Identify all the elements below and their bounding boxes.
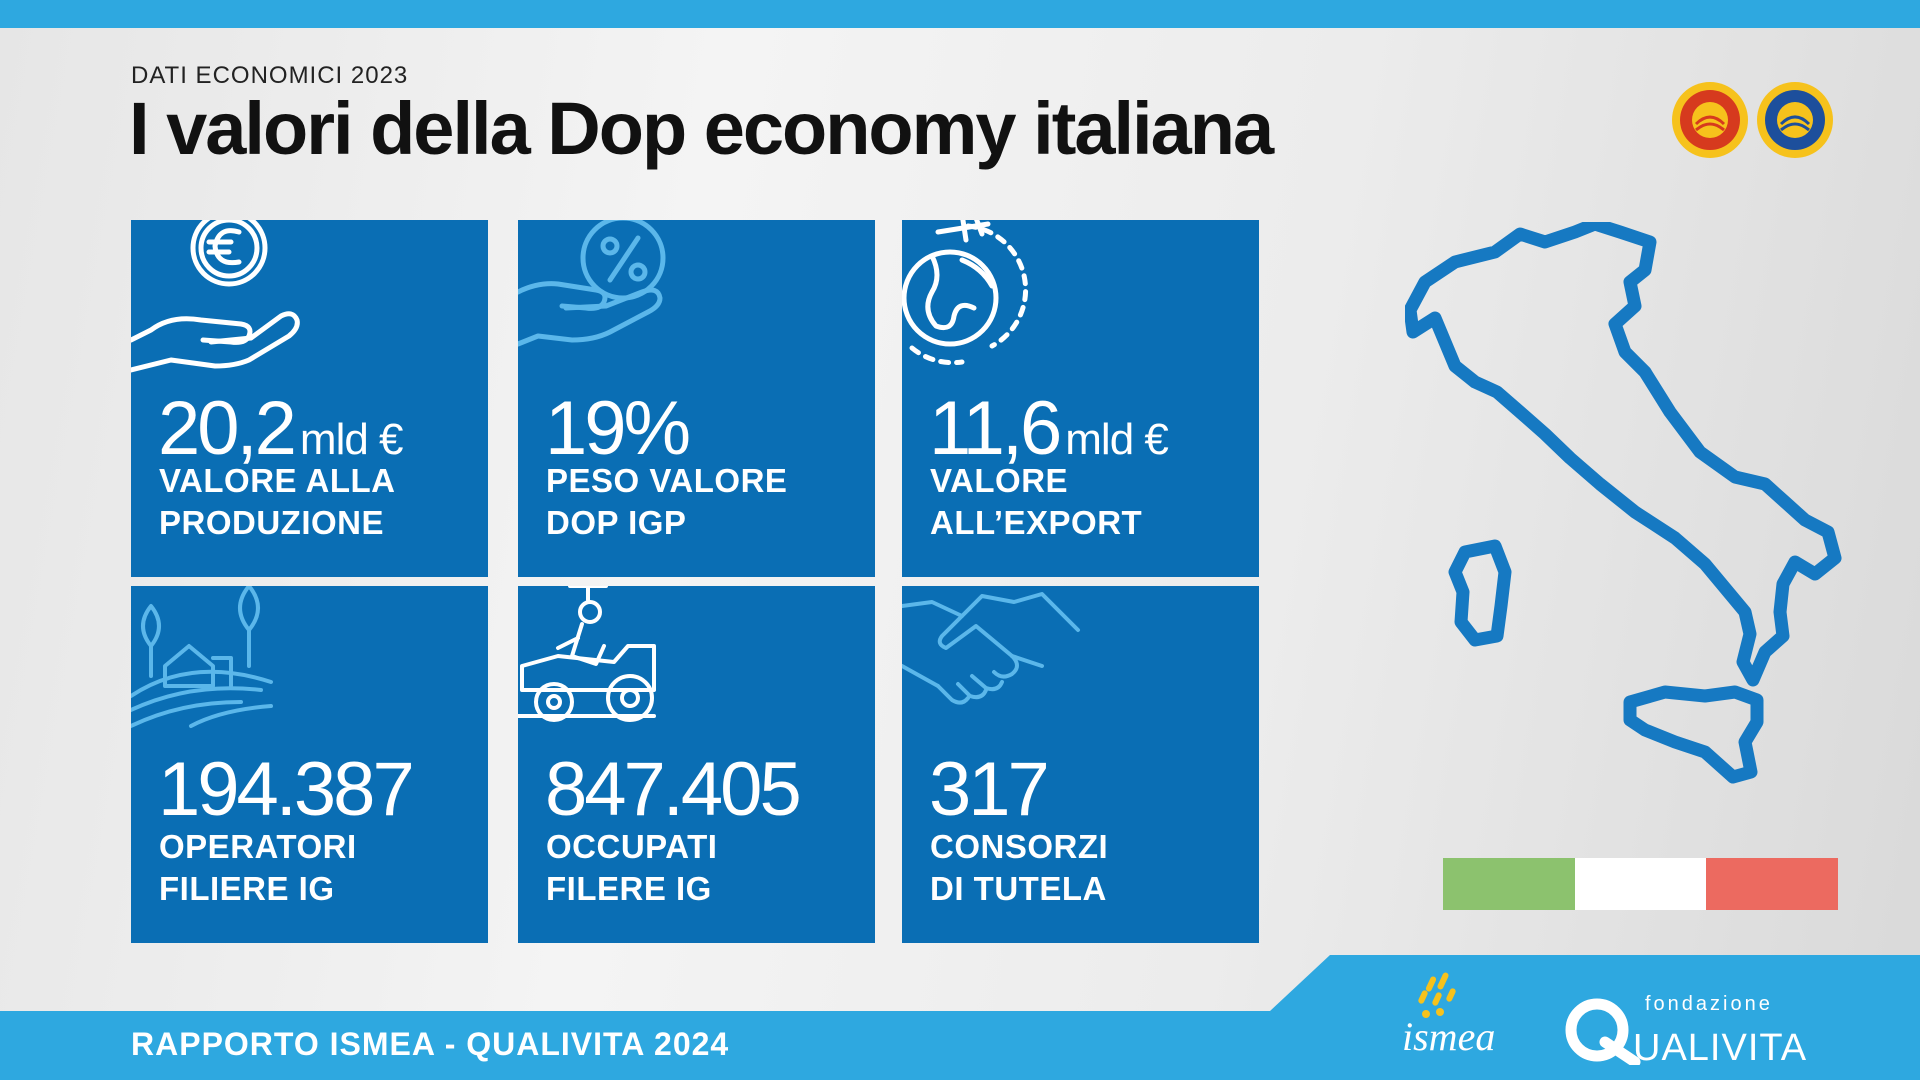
dop-igp-seals — [1672, 82, 1833, 158]
stat-label: VALORE ALLA PRODUZIONE — [159, 460, 479, 544]
stat-unit: mld € — [299, 415, 404, 464]
stat-label: VALORE ALL’EXPORT — [930, 460, 1250, 544]
ismea-logo: ismea — [1402, 972, 1495, 1058]
stat-number: 317 — [929, 747, 1050, 832]
flag-green-stripe — [1443, 858, 1575, 910]
euro-hand-icon — [131, 220, 300, 373]
qualivita-wordmark: UALIVITA — [1633, 1027, 1807, 1065]
stat-label: PESO VALORE DOP IGP — [546, 460, 866, 544]
farmer-tractor-icon — [518, 586, 656, 722]
stat-value: 847.405 — [545, 746, 805, 833]
stat-label-line1: VALORE ALLA — [159, 462, 396, 499]
stat-label: OCCUPATI FILERE IG — [546, 826, 866, 910]
stat-number: 847.405 — [545, 747, 802, 832]
igp-seal-icon — [1757, 82, 1833, 158]
stat-label-line2: ALL’EXPORT — [930, 504, 1143, 541]
percent-hand-icon — [518, 220, 666, 347]
stat-tile-production-value: 20,2 mld € VALORE ALLA PRODUZIONE — [131, 220, 488, 577]
farm-landscape-icon — [131, 586, 273, 728]
stat-unit: mld € — [1065, 415, 1169, 464]
ismea-wordmark: ismea — [1402, 1014, 1495, 1058]
stat-label-line1: OCCUPATI — [546, 828, 718, 865]
flag-red-stripe — [1706, 858, 1839, 910]
stat-value: 19% — [545, 385, 694, 472]
stat-number: 20,2 — [158, 386, 297, 471]
stat-tile-export-value: 11,6 mld € VALORE ALL’EXPORT — [902, 220, 1259, 577]
stat-label-line1: PESO VALORE — [546, 462, 788, 499]
qualivita-logo: fondazione UALIVITA — [1565, 993, 1807, 1065]
stat-value: 20,2 mld € — [158, 385, 404, 472]
stat-label: OPERATORI FILIERE IG — [159, 826, 479, 910]
stat-number: 194.387 — [158, 747, 415, 832]
globe-plane-icon — [902, 220, 1029, 366]
ismea-mark-icon — [1418, 972, 1456, 1018]
stat-value: 194.387 — [158, 746, 418, 833]
stat-label-line2: DI TUTELA — [930, 870, 1107, 907]
stat-label-line1: CONSORZI — [930, 828, 1109, 865]
stat-tile-consortia: 317 CONSORZI DI TUTELA — [902, 586, 1259, 943]
italian-flag-bar — [1443, 858, 1839, 910]
stat-value: 11,6 mld € — [929, 385, 1169, 472]
stat-value: 317 — [929, 746, 1053, 833]
stat-label-line2: PRODUZIONE — [159, 504, 385, 541]
stat-label-line1: OPERATORI — [159, 828, 357, 865]
footer-report-title: RAPPORTO ISMEA - QUALIVITA 2024 — [131, 1026, 730, 1062]
qualivita-q-icon — [1565, 998, 1641, 1065]
stat-tile-dop-igp-share: 19% PESO VALORE DOP IGP — [518, 220, 875, 577]
stat-label-line1: VALORE — [930, 462, 1069, 499]
stats-grid: 20,2 mld € VALORE ALLA PRODUZIONE 19% PES… — [131, 220, 1259, 943]
stat-number: 11,6 — [929, 386, 1062, 471]
qualivita-fondazione: fondazione — [1645, 993, 1773, 1015]
flag-white-stripe — [1574, 858, 1707, 910]
stat-tile-ig-employees: 847.405 OCCUPATI FILERE IG — [518, 586, 875, 943]
stat-label: CONSORZI DI TUTELA — [930, 826, 1250, 910]
stat-tile-ig-operators: 194.387 OPERATORI FILIERE IG — [131, 586, 488, 943]
kicker: DATI ECONOMICI 2023 — [131, 62, 409, 89]
italy-map-outline — [1405, 222, 1842, 784]
stat-number: 19% — [545, 386, 691, 471]
stat-label-line2: FILERE IG — [546, 870, 712, 907]
top-accent-bar — [0, 0, 1920, 28]
stat-label-line2: FILIERE IG — [159, 870, 335, 907]
dop-seal-icon — [1672, 82, 1748, 158]
stat-label-line2: DOP IGP — [546, 504, 687, 541]
page-title: I valori della Dop economy italiana — [129, 87, 1274, 170]
handshake-icon — [902, 592, 1080, 705]
